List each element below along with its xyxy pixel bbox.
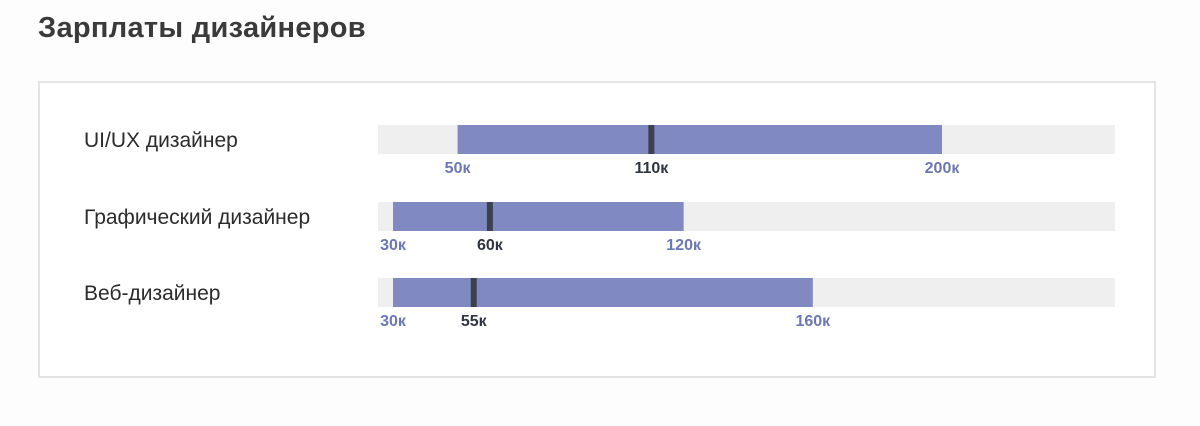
max-salary-label: 160к xyxy=(795,313,831,330)
min-salary-label: 30к xyxy=(380,313,407,330)
median-marker xyxy=(470,278,477,307)
median-salary-label: 60к xyxy=(477,237,504,254)
salary-range-chart: UI/UX дизайнер 50к 110к 200к Графический диз… xyxy=(84,125,1115,330)
salary-range-bar xyxy=(393,202,684,231)
row-label: Графический дизайнер xyxy=(84,206,310,229)
row-label: UI/UX дизайнер xyxy=(84,129,238,152)
salary-range-bar xyxy=(393,278,813,307)
salary-chart-card: UI/UX дизайнер 50к 110к 200к Графический диз… xyxy=(38,81,1156,378)
max-salary-label: 200к xyxy=(925,160,961,177)
max-salary-label: 120к xyxy=(666,237,702,254)
row-label: Веб-дизайнер xyxy=(84,282,220,305)
min-salary-label: 30к xyxy=(380,237,407,254)
median-marker xyxy=(486,202,493,231)
min-salary-label: 50к xyxy=(445,160,472,177)
salary-range-bar xyxy=(457,125,942,154)
median-marker xyxy=(648,125,655,154)
median-salary-label: 55к xyxy=(461,313,488,330)
median-salary-label: 110к xyxy=(634,160,669,177)
page-title: Зарплаты дизайнеров xyxy=(38,12,366,44)
